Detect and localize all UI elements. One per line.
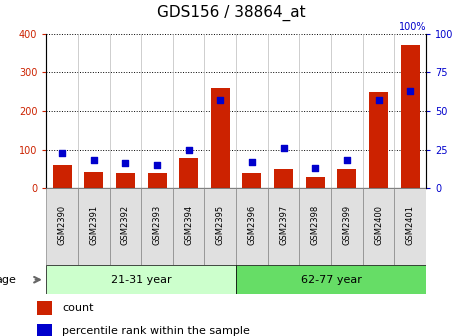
Text: GSM2395: GSM2395 — [216, 205, 225, 245]
Bar — [37, 324, 52, 336]
Text: GSM2391: GSM2391 — [89, 205, 98, 245]
Bar — [268, 188, 300, 265]
Text: GSM2401: GSM2401 — [406, 205, 415, 245]
Bar — [46, 265, 236, 294]
Bar — [84, 172, 103, 188]
Point — [122, 161, 129, 166]
Text: GSM2393: GSM2393 — [152, 205, 162, 245]
Text: GSM2390: GSM2390 — [57, 205, 67, 245]
Point — [153, 162, 161, 168]
Bar — [363, 188, 394, 265]
Bar — [173, 188, 205, 265]
Point — [217, 97, 224, 103]
Bar — [300, 188, 331, 265]
Bar — [331, 188, 363, 265]
Text: GSM2394: GSM2394 — [184, 205, 193, 245]
Bar — [116, 173, 135, 188]
Point — [375, 97, 382, 103]
Bar — [236, 265, 426, 294]
Bar — [37, 301, 52, 316]
Point — [58, 150, 66, 155]
Bar — [274, 169, 293, 188]
Text: GSM2398: GSM2398 — [311, 205, 320, 245]
Bar — [141, 188, 173, 265]
Text: GSM2399: GSM2399 — [342, 205, 351, 245]
Point — [90, 158, 98, 163]
Bar — [46, 188, 78, 265]
Bar — [369, 91, 388, 188]
Bar — [110, 188, 141, 265]
Bar — [306, 177, 325, 188]
Point — [312, 165, 319, 171]
Bar — [179, 158, 198, 188]
Bar — [338, 169, 357, 188]
Text: 62-77 year: 62-77 year — [300, 275, 362, 285]
Bar — [53, 165, 72, 188]
Text: age: age — [0, 275, 16, 285]
Text: count: count — [62, 303, 94, 313]
Point — [407, 88, 414, 93]
Text: GSM2396: GSM2396 — [247, 205, 257, 245]
Bar — [400, 45, 419, 188]
Point — [280, 145, 288, 151]
Bar — [211, 88, 230, 188]
Bar — [394, 188, 426, 265]
Bar — [148, 173, 167, 188]
Text: GSM2397: GSM2397 — [279, 205, 288, 245]
Bar — [78, 188, 110, 265]
Point — [343, 158, 350, 163]
Point — [248, 159, 256, 165]
Text: 21-31 year: 21-31 year — [111, 275, 171, 285]
Text: GSM2392: GSM2392 — [121, 205, 130, 245]
Bar — [236, 188, 268, 265]
Bar — [243, 173, 262, 188]
Text: GSM2400: GSM2400 — [374, 205, 383, 245]
Text: GDS156 / 38864_at: GDS156 / 38864_at — [157, 5, 306, 21]
Text: 100%: 100% — [399, 22, 426, 32]
Point — [185, 147, 193, 152]
Bar — [205, 188, 236, 265]
Text: percentile rank within the sample: percentile rank within the sample — [62, 326, 250, 336]
